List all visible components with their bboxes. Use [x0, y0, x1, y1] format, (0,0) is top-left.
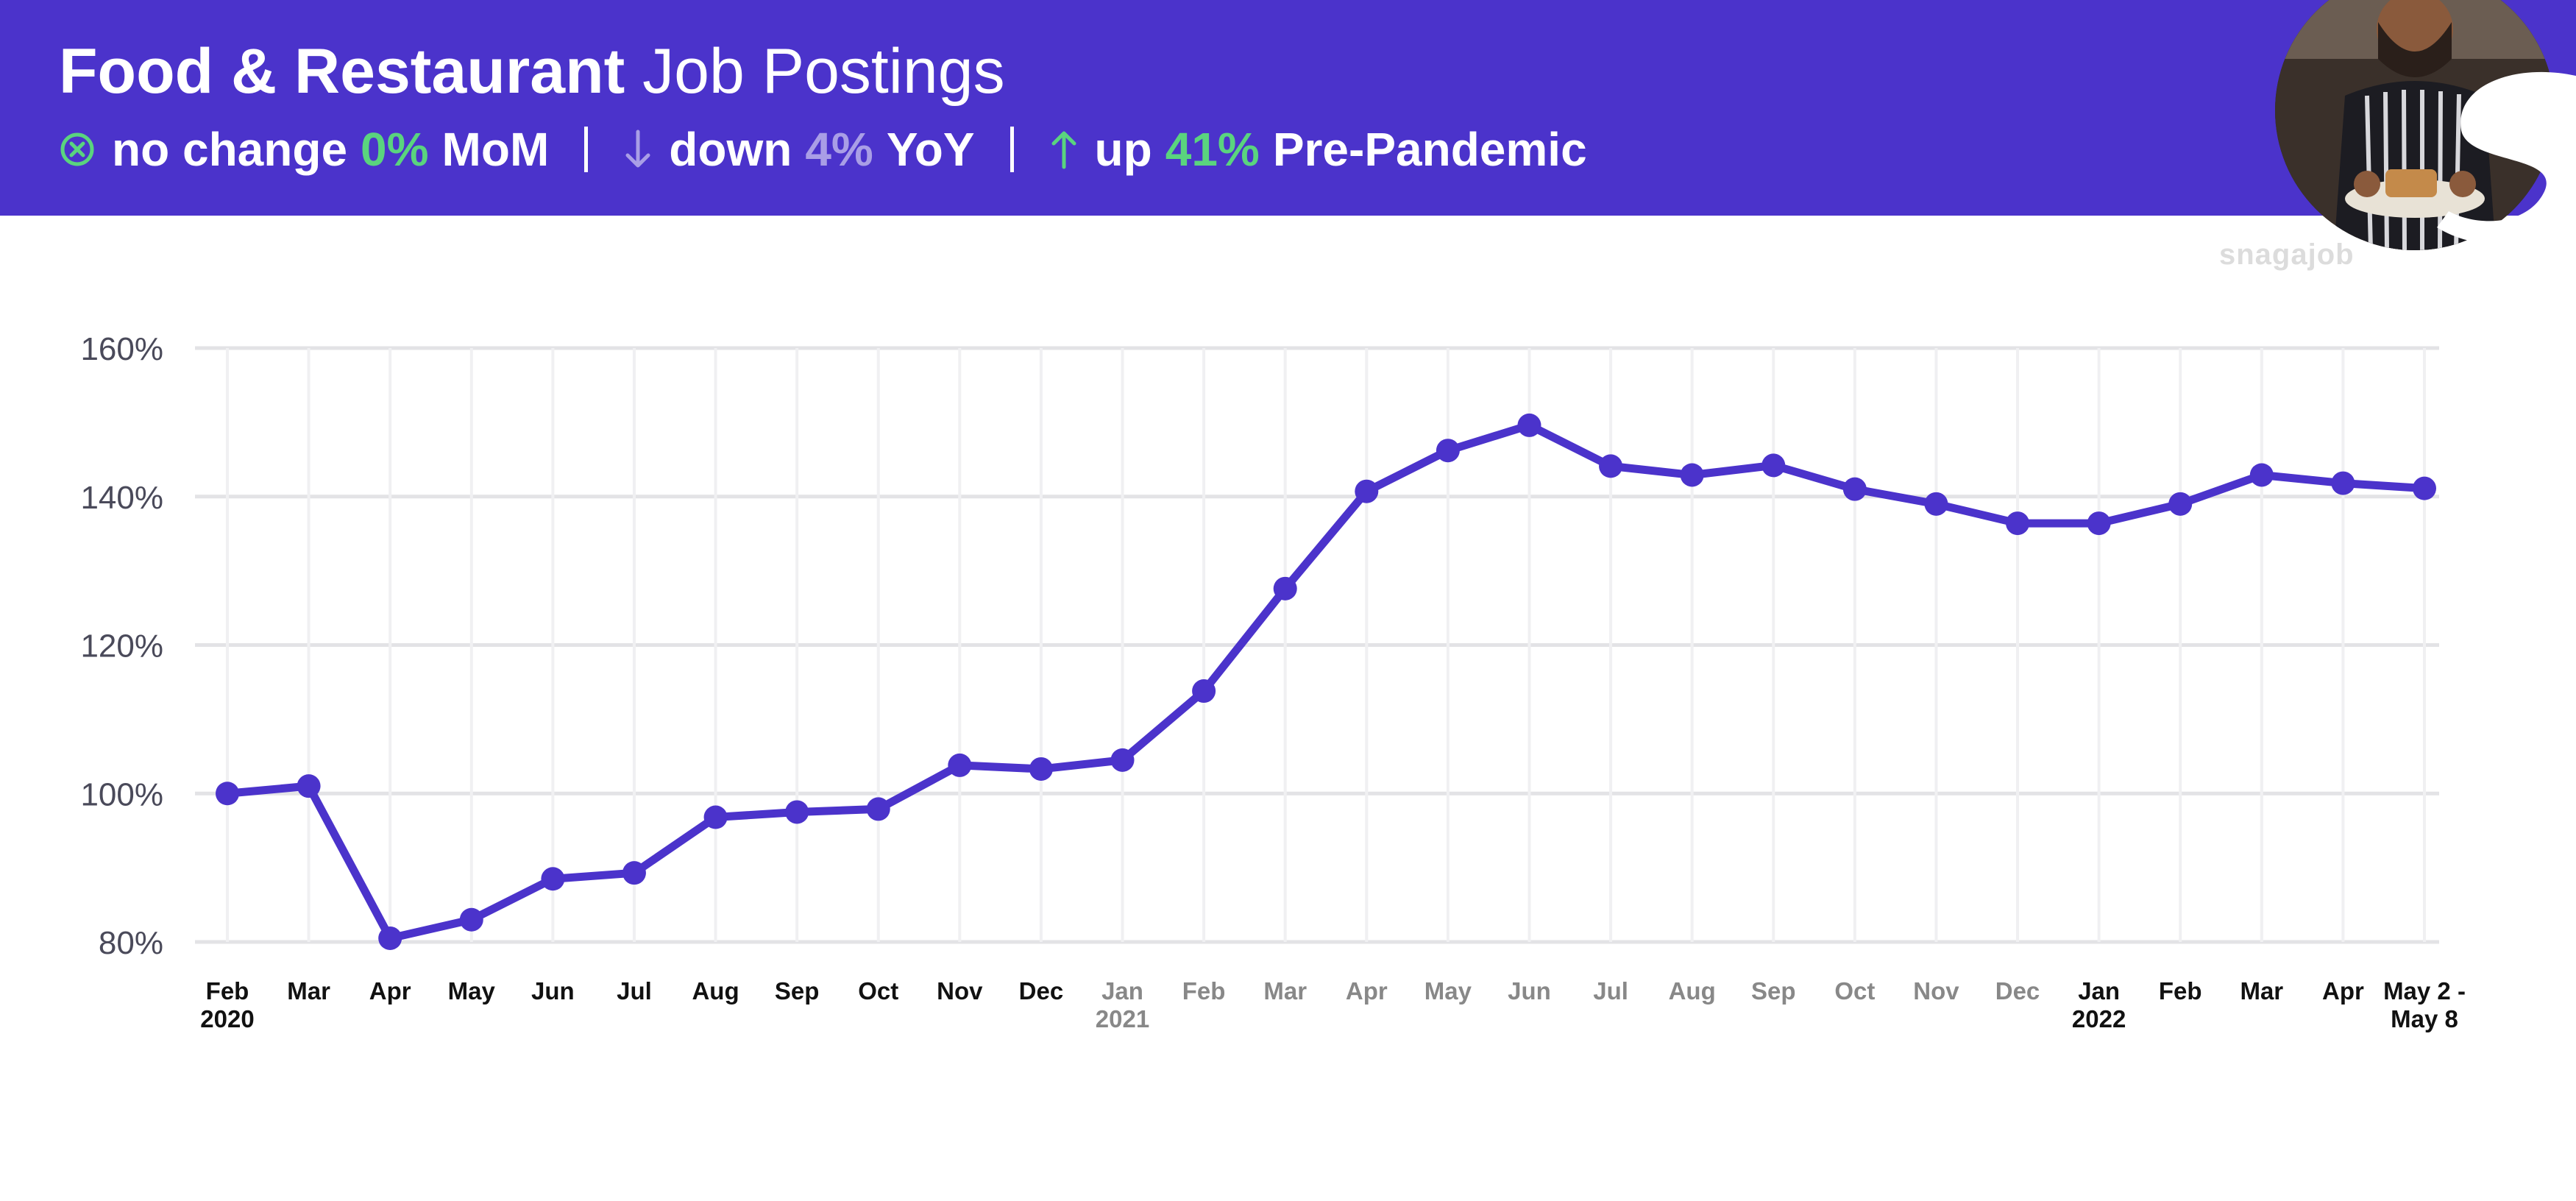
stat-mom: no change 0% MoM [59, 122, 549, 177]
x-tick-label: Mar [287, 977, 330, 1005]
x-tick-label: Sep [775, 977, 820, 1005]
data-point [2168, 492, 2193, 516]
x-tick-label-year: 2020 [200, 1005, 254, 1032]
stat-mom-value: 0% [361, 123, 429, 176]
stats-row: no change 0% MoM down 4% YoY up 41% Pre-Pandem… [59, 116, 1587, 183]
x-tick-label: Nov [1913, 977, 1959, 1005]
x-tick-label: Aug [1669, 977, 1716, 1005]
data-point [459, 907, 483, 932]
data-point [541, 867, 565, 891]
y-tick-label: 100% [80, 776, 163, 812]
x-tick-label: Apr [1346, 977, 1388, 1005]
data-point [2331, 471, 2355, 495]
x-tick-label: Sep [1751, 977, 1796, 1005]
data-point [1110, 748, 1135, 772]
x-tick-label: Mar [2240, 977, 2283, 1005]
chef-photo [2275, 0, 2555, 250]
series-line [223, 421, 2429, 943]
title-light: Job Postings [642, 36, 1005, 107]
x-tick-label: Feb [2159, 977, 2202, 1005]
data-point [2087, 511, 2111, 536]
data-point [1029, 757, 1053, 781]
stat-yoy-value: 4% [805, 123, 873, 176]
stat-divider [584, 127, 589, 172]
data-point [2249, 463, 2274, 487]
data-point [1761, 453, 1786, 478]
data-point [378, 926, 402, 950]
data-point [1680, 463, 1704, 487]
data-point [216, 782, 239, 806]
x-tick-label: Dec [1995, 977, 2040, 1005]
y-tick-label: 140% [80, 480, 163, 516]
x-tick-label-year: 2021 [1096, 1005, 1149, 1032]
x-tick-label: Oct [858, 977, 898, 1005]
stat-prepandemic-suffix: Pre-Pandemic [1272, 123, 1587, 176]
stat-yoy-suffix: YoY [886, 123, 975, 176]
arrow-down-icon [623, 129, 653, 170]
stat-yoy: down 4% YoY [623, 122, 975, 177]
header-banner: Food & Restaurant Job Postings no change… [0, 0, 2576, 216]
stat-mom-prefix: no change [112, 123, 348, 176]
data-point [703, 805, 728, 829]
x-tick-label-year: 2022 [2072, 1005, 2126, 1032]
data-point [866, 797, 890, 821]
stat-prepandemic-prefix: up [1094, 123, 1152, 176]
x-tick-label: Jan [2078, 977, 2120, 1005]
x-tick-label-year: May 8 [2391, 1005, 2458, 1032]
data-point [1517, 413, 1541, 437]
x-tick-label: Apr [369, 977, 411, 1005]
snagajob-s-logo-icon [2437, 71, 2576, 245]
x-tick-label: Jun [531, 977, 575, 1005]
data-point [1355, 479, 1379, 503]
stat-mom-suffix: MoM [441, 123, 550, 176]
data-point [785, 800, 809, 824]
x-tick-label: Nov [937, 977, 983, 1005]
y-tick-label: 160% [80, 331, 163, 367]
x-tick-label: Jan [1101, 977, 1143, 1005]
arrow-up-icon [1049, 129, 1079, 170]
x-tick-label: May 2 - [2383, 977, 2466, 1005]
circle-x-icon [59, 131, 96, 168]
page-title: Food & Restaurant Job Postings [59, 31, 1005, 112]
x-tick-label: Jul [617, 977, 652, 1005]
stat-yoy-prefix: down [669, 123, 792, 176]
y-tick-label: 80% [99, 925, 163, 961]
stat-prepandemic: up 41% Pre-Pandemic [1049, 122, 1587, 177]
x-tick-label: Feb [1182, 977, 1226, 1005]
x-tick-label: May [448, 977, 496, 1005]
data-point [1273, 576, 1297, 600]
x-tick-label: Feb [206, 977, 249, 1005]
data-point [2006, 511, 2030, 536]
data-point [1436, 439, 1460, 463]
x-tick-label: May [1424, 977, 1472, 1005]
data-point [622, 861, 646, 885]
x-tick-label: Aug [692, 977, 739, 1005]
title-bold: Food & Restaurant [59, 36, 625, 107]
data-point [1842, 477, 1867, 501]
x-tick-label: Jul [1593, 977, 1628, 1005]
data-point [948, 753, 972, 777]
x-tick-label: Oct [1834, 977, 1875, 1005]
x-tick-label: Apr [2322, 977, 2364, 1005]
x-tick-label: Jun [1508, 977, 1551, 1005]
data-point [1192, 679, 1216, 704]
x-tick-label: Dec [1019, 977, 1064, 1005]
snagajob-logo: snagajob [2219, 238, 2355, 271]
data-point [2413, 476, 2436, 500]
data-point [1924, 492, 1948, 516]
data-point [1599, 454, 1623, 478]
stat-divider [1010, 127, 1014, 172]
x-tick-label: Mar [1263, 977, 1307, 1005]
data-point [297, 774, 321, 798]
y-tick-label: 120% [80, 628, 163, 665]
stat-prepandemic-value: 41% [1165, 123, 1260, 176]
